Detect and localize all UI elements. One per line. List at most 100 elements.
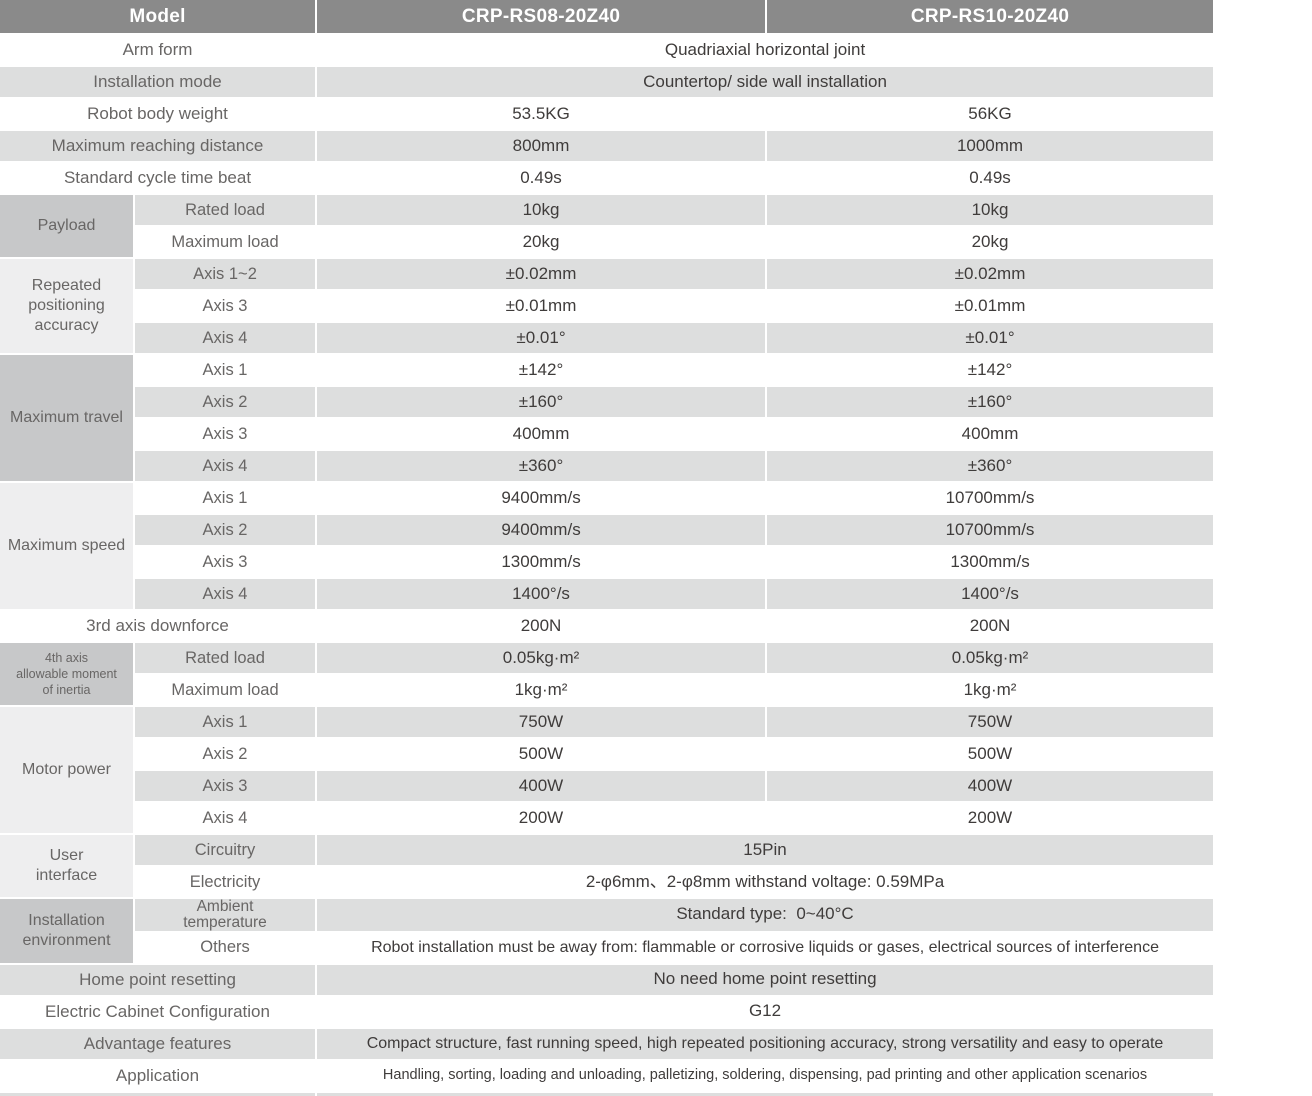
table-row: Installation environment Ambient temperat… [0,899,1214,963]
table-row: Maximum speed Axis 1 9400mm/s 10700mm/s [0,483,1214,609]
group-cell: Installation environment [0,899,133,963]
value-cell: ±360° [767,451,1214,481]
table-row: 3rd axis downforce 200N 200N [0,611,1214,641]
table-row: Application Handling, sorting, loading an… [0,1060,1214,1091]
table-row: Maximum reaching distance 800mm 1000mm [0,131,1214,161]
group-cell: Maximum travel [0,355,133,481]
table-row: Maximum load 1kg·m² 1kg·m² [0,675,1214,705]
value-cell: 2-φ6mm、2-φ8mm withstand voltage: 0.59MPa [317,867,1214,897]
table-row: Axis 2 9400mm/s 10700mm/s [0,515,1214,545]
label-cell: Standard cycle time beat [0,163,316,193]
value-cell: Handling, sorting, loading and unloading… [317,1060,1214,1091]
value-cell: ±0.01mm [767,291,1214,321]
value-cell: 10kg [317,195,766,225]
header-model-1: CRP-RS08-20Z40 [317,0,766,33]
value-cell: 20kg [767,227,1214,257]
label-cell: Axis 1~2 [135,259,316,289]
value-cell: 10700mm/s [767,515,1214,545]
table-row: Standard cycle time beat 0.49s 0.49s [0,163,1214,193]
table-row: Axis 4 200W 200W [0,803,1214,833]
group-cell: Motor power [0,707,133,833]
group-cell: Repeated positioning accuracy [0,259,133,353]
table-row: Installation mode Countertop/ side wall i… [0,67,1214,97]
value-cell: ±160° [317,387,766,417]
label-cell [0,1092,316,1096]
value-cell: 750W [767,707,1214,737]
table-row: Axis 3 400mm 400mm [0,419,1214,449]
table-row: Axis 4 ±0.01° ±0.01° [0,323,1214,353]
value-cell: 500W [317,739,766,769]
value-cell: No need home point resetting [317,964,1214,995]
value-cell: 1000mm [767,131,1214,161]
value-cell: 1400°/s [317,579,766,609]
table-row-partial [0,1092,1214,1096]
label-cell: Axis 4 [135,451,316,481]
table-row: Arm form Quadriaxial horizontal joint [0,35,1214,65]
table-row: Robot body weight 53.5KG 56KG [0,99,1214,129]
value-cell: ±142° [317,355,766,385]
value-cell: Standard type: 0~40°C [317,899,1214,931]
header-model-2: CRP-RS10-20Z40 [767,0,1214,33]
table-row: 4th axis allowable moment of inertia Rate… [0,643,1214,705]
value-cell: 200N [317,611,766,641]
value-cell: Compact structure, fast running speed, h… [317,1028,1214,1059]
label-cell: Electricity [135,867,316,897]
label-cell: Axis 2 [135,739,316,769]
value-cell: 500W [767,739,1214,769]
spec-table: Model CRP-RS08-20Z40 CRP-RS10-20Z40 Arm … [0,0,1216,1096]
value-cell: 9400mm/s [317,483,766,513]
table-row: Axis 2 500W 500W [0,739,1214,769]
label-cell: Maximum load [135,227,316,257]
table-row: Maximum travel Axis 1 ±142° ±142° [0,355,1214,481]
value-cell: 1kg·m² [317,675,766,705]
table-row: Payload Rated load 10kg 10kg [0,195,1214,257]
value-cell: 56KG [767,99,1214,129]
label-cell: Rated load [135,643,316,673]
table-row: Maximum load 20kg 20kg [0,227,1214,257]
label-cell: Axis 1 [135,355,316,385]
label-cell: Home point resetting [0,964,316,995]
value-cell: 10kg [767,195,1214,225]
header-model-label: Model [0,0,316,33]
label-cell: Axis 4 [135,803,316,833]
label-cell: Rated load [135,195,316,225]
value-cell: G12 [317,996,1214,1027]
table-row: Electric Cabinet Configuration G12 [0,996,1214,1027]
value-cell: ±142° [767,355,1214,385]
value-cell: 400W [317,771,766,801]
group-cell: Payload [0,195,133,257]
label-cell: Axis 3 [135,291,316,321]
value-cell: 15Pin [317,835,1214,865]
value-cell: 200W [767,803,1214,833]
value-cell [317,1092,1214,1096]
label-cell: Maximum reaching distance [0,131,316,161]
label-cell: Axis 1 [135,483,316,513]
table-row: Electricity 2-φ6mm、2-φ8mm withstand volta… [0,867,1214,897]
value-cell: 0.05kg·m² [317,643,766,673]
value-cell: 1400°/s [767,579,1214,609]
value-cell: 20kg [317,227,766,257]
label-cell: Axis 3 [135,419,316,449]
label-cell: Axis 4 [135,323,316,353]
value-cell: 400mm [767,419,1214,449]
label-cell: Arm form [0,35,316,65]
table-row: Motor power Axis 1 750W 750W [0,707,1214,833]
value-cell: ±160° [767,387,1214,417]
table-row: Axis 2 ±160° ±160° [0,387,1214,417]
value-cell: 1300mm/s [317,547,766,577]
value-cell: 800mm [317,131,766,161]
value-cell: 0.49s [317,163,766,193]
header-row: Model CRP-RS08-20Z40 CRP-RS10-20Z40 [0,0,1214,33]
value-cell: 200W [317,803,766,833]
table-row: Repeated positioning accuracy Axis 1~2 ±0.… [0,259,1214,353]
table-row: Axis 4 ±360° ±360° [0,451,1214,481]
value-cell: ±0.02mm [767,259,1214,289]
table-row: Axis 3 400W 400W [0,771,1214,801]
label-cell: Circuitry [135,835,316,865]
label-cell: Advantage features [0,1028,316,1059]
table-row: Axis 3 ±0.01mm ±0.01mm [0,291,1214,321]
group-cell: 4th axis allowable moment of inertia [0,643,133,705]
value-cell: 0.49s [767,163,1214,193]
label-cell: Axis 2 [135,387,316,417]
label-cell: Axis 2 [135,515,316,545]
